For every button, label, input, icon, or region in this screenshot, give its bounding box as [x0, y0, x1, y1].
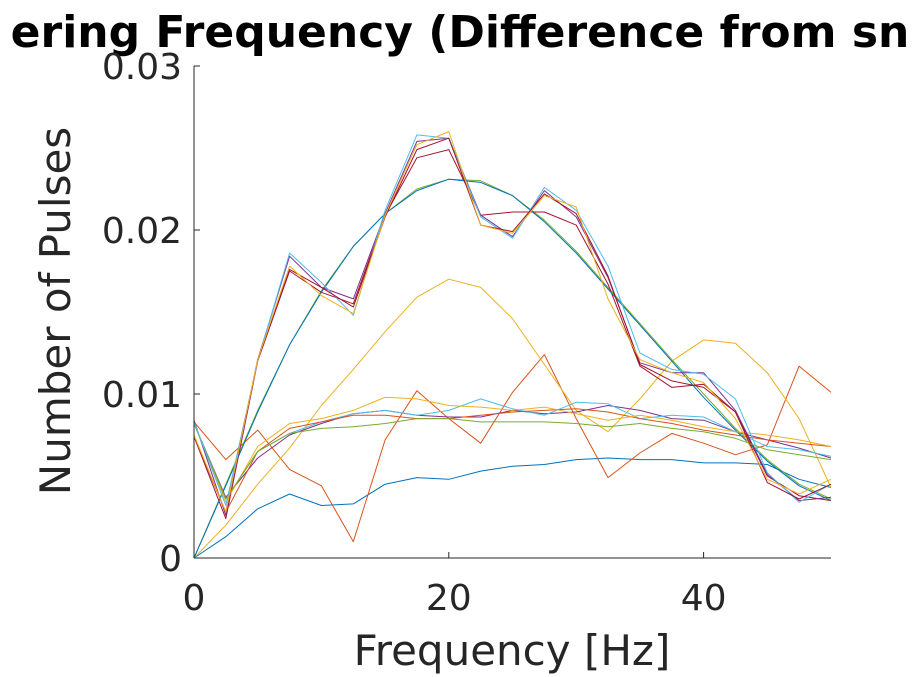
x-tick-label: 40	[681, 578, 727, 619]
series-line-10	[193, 396, 832, 503]
chart-title: ering Frequency (Difference from sn	[11, 7, 910, 58]
y-tick-label: 0.01	[102, 375, 182, 416]
y-tick-label: 0.02	[102, 211, 182, 252]
series-line-8	[193, 178, 832, 559]
x-tick-label: 0	[183, 578, 206, 619]
x-axis-label: Frequency [Hz]	[354, 626, 671, 675]
y-tick-label: 0.03	[102, 47, 182, 88]
series-line-2	[193, 354, 832, 543]
series-line-12	[193, 418, 832, 500]
series-line-11	[193, 137, 832, 516]
series-layer	[193, 131, 832, 559]
series-line-1	[193, 457, 832, 559]
y-axis-label: Number of Pulses	[31, 127, 80, 495]
axes-layer: 0 20 40 0 0.01 0.02 0.03	[102, 47, 831, 619]
y-tick-label: 0	[159, 539, 182, 580]
series-line-3	[193, 278, 832, 559]
series-line-6	[193, 398, 832, 500]
series-line-15	[193, 131, 832, 513]
series-line-7	[193, 149, 832, 520]
series-line-9	[193, 408, 832, 513]
x-tick-label: 20	[426, 578, 472, 619]
series-line-13	[193, 134, 832, 506]
